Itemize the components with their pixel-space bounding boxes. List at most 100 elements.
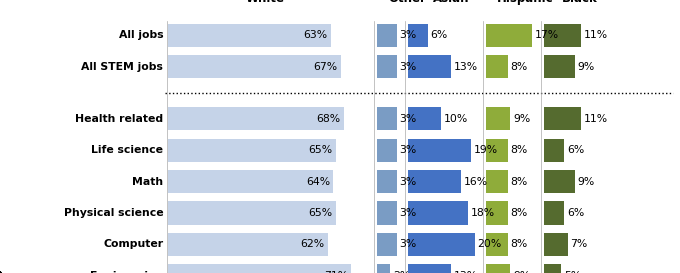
Text: 6%: 6%	[567, 208, 584, 218]
Text: All STEM jobs: All STEM jobs	[82, 62, 163, 72]
FancyArrow shape	[0, 272, 1, 273]
Bar	[544, 233, 568, 256]
Text: 8%: 8%	[511, 177, 528, 186]
Text: All jobs: All jobs	[118, 31, 163, 40]
Bar	[168, 55, 341, 79]
Bar	[544, 55, 575, 79]
Bar	[544, 170, 575, 193]
Text: 65%: 65%	[309, 208, 333, 218]
Bar	[408, 233, 475, 256]
Text: 3%: 3%	[400, 239, 417, 249]
Bar	[486, 107, 511, 130]
Bar	[544, 201, 564, 224]
Bar	[486, 233, 508, 256]
Text: 7%: 7%	[571, 239, 588, 249]
Bar	[377, 264, 390, 273]
Bar	[168, 233, 328, 256]
FancyArrow shape	[0, 272, 1, 273]
Text: 3%: 3%	[400, 208, 417, 218]
Text: 68%: 68%	[316, 114, 340, 124]
Bar	[544, 264, 561, 273]
Text: 3%: 3%	[400, 145, 417, 155]
Text: 62%: 62%	[301, 239, 325, 249]
Text: 3%: 3%	[400, 177, 417, 186]
Text: 17%: 17%	[534, 31, 559, 40]
Text: 8%: 8%	[511, 208, 528, 218]
Text: 9%: 9%	[577, 177, 594, 186]
Text: 16%: 16%	[464, 177, 488, 186]
Text: 9%: 9%	[513, 271, 530, 273]
Bar	[544, 24, 581, 47]
Text: Asian: Asian	[433, 0, 470, 5]
Bar	[408, 55, 452, 79]
Bar	[168, 24, 330, 47]
Text: Health related: Health related	[75, 114, 163, 124]
Text: 9%: 9%	[577, 62, 594, 72]
Bar	[377, 201, 397, 224]
Bar	[408, 201, 468, 224]
Text: Engineering: Engineering	[90, 271, 163, 273]
Text: 8%: 8%	[511, 62, 528, 72]
Bar	[377, 233, 397, 256]
Bar	[377, 24, 397, 47]
Bar	[544, 107, 581, 130]
Bar	[168, 107, 343, 130]
Bar	[486, 24, 532, 47]
Text: 64%: 64%	[306, 177, 330, 186]
Bar	[168, 264, 352, 273]
Text: 19%: 19%	[474, 145, 498, 155]
Bar	[408, 107, 441, 130]
Bar	[377, 107, 397, 130]
Text: 3%: 3%	[400, 114, 417, 124]
FancyArrow shape	[0, 272, 1, 273]
Bar	[408, 24, 428, 47]
Bar	[544, 138, 564, 162]
Text: 8%: 8%	[511, 239, 528, 249]
Bar	[168, 138, 336, 162]
Text: 5%: 5%	[564, 271, 581, 273]
Bar	[486, 264, 511, 273]
Text: 11%: 11%	[584, 114, 608, 124]
FancyArrow shape	[0, 272, 1, 273]
Text: White: White	[245, 0, 284, 5]
Bar	[486, 55, 508, 79]
Text: 13%: 13%	[454, 271, 478, 273]
Text: 11%: 11%	[584, 31, 608, 40]
Text: 8%: 8%	[511, 145, 528, 155]
Text: 13%: 13%	[454, 62, 478, 72]
Text: Black: Black	[562, 0, 598, 5]
Text: Hispanic: Hispanic	[497, 0, 554, 5]
Bar	[408, 264, 452, 273]
Bar	[408, 170, 462, 193]
Text: 71%: 71%	[324, 271, 348, 273]
FancyArrow shape	[0, 272, 1, 273]
Text: Math: Math	[132, 177, 163, 186]
Text: Life science: Life science	[91, 145, 163, 155]
Bar	[377, 170, 397, 193]
FancyArrow shape	[0, 272, 1, 273]
Text: 65%: 65%	[309, 145, 333, 155]
Text: 3%: 3%	[400, 62, 417, 72]
Bar	[486, 170, 508, 193]
Bar	[168, 170, 333, 193]
Bar	[168, 201, 336, 224]
FancyArrow shape	[0, 272, 1, 273]
FancyArrow shape	[0, 272, 1, 273]
Bar	[377, 138, 397, 162]
Text: 18%: 18%	[471, 208, 495, 218]
Text: Other: Other	[388, 0, 426, 5]
Text: 6%: 6%	[430, 31, 448, 40]
Text: 63%: 63%	[303, 31, 327, 40]
Bar	[408, 138, 471, 162]
Text: 10%: 10%	[444, 114, 469, 124]
Bar	[377, 55, 397, 79]
Text: 2%: 2%	[393, 271, 410, 273]
Text: 3%: 3%	[400, 31, 417, 40]
Text: Computer: Computer	[103, 239, 163, 249]
Text: 9%: 9%	[513, 114, 530, 124]
Text: 6%: 6%	[567, 145, 584, 155]
Text: 67%: 67%	[313, 62, 338, 72]
Bar	[486, 201, 508, 224]
Bar	[486, 138, 508, 162]
Text: Physical science: Physical science	[63, 208, 163, 218]
